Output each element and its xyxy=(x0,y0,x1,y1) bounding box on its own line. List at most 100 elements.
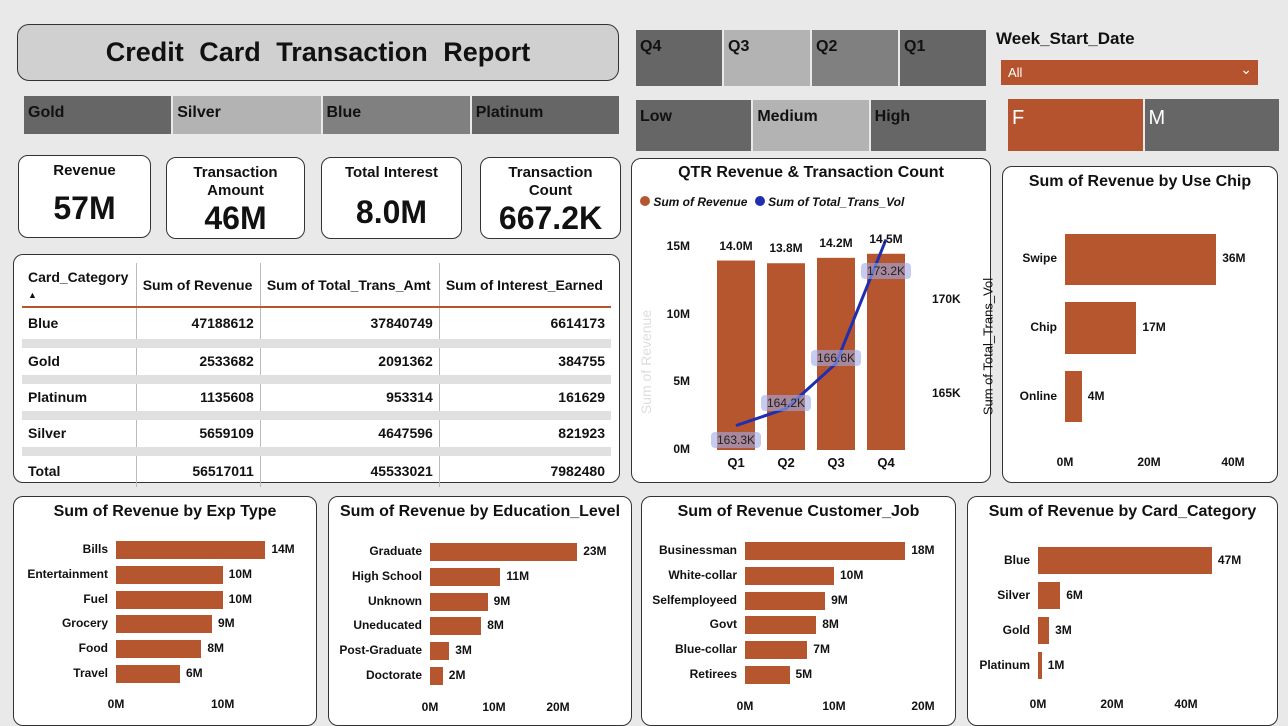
slicer-option-low[interactable]: Low xyxy=(636,100,752,151)
slicer-option-q3[interactable]: Q3 xyxy=(724,30,810,86)
quarter-slicer[interactable]: Q4 Q3 Q2 Q1 xyxy=(636,30,986,86)
data-label: 2M xyxy=(448,667,466,682)
slicer-option-q1[interactable]: Q1 xyxy=(900,30,986,86)
table-cell: 6614173 xyxy=(438,307,611,348)
bar[interactable] xyxy=(745,665,790,684)
x-tick-label: 0M xyxy=(1029,697,1047,711)
table-row: Blue 47188612 37840749 6614173 xyxy=(22,307,611,348)
bar[interactable] xyxy=(745,616,817,635)
data-label: 3M xyxy=(1055,622,1072,637)
slicer-option-high[interactable]: High xyxy=(870,100,986,151)
bar[interactable] xyxy=(430,568,501,586)
bar[interactable] xyxy=(1038,546,1212,575)
data-label: 8M xyxy=(822,617,839,632)
data-label: 17M xyxy=(1142,320,1166,334)
bar[interactable] xyxy=(116,590,223,609)
table-cell: 1135608 xyxy=(135,379,261,420)
bar[interactable] xyxy=(1038,651,1042,680)
table-cell: 953314 xyxy=(259,379,440,420)
slicer-option-blue[interactable]: Blue xyxy=(322,96,470,134)
chart-title: Sum of Revenue by Education_Level xyxy=(339,503,621,520)
bar[interactable] xyxy=(430,666,443,685)
column-header[interactable]: Sum of Total_Trans_Amt xyxy=(259,263,440,308)
bar[interactable] xyxy=(116,566,223,584)
bar[interactable] xyxy=(745,542,906,561)
kpi-transaction-count: Transaction Count 667.2K xyxy=(480,157,621,239)
bar[interactable] xyxy=(745,567,834,585)
slicer-option-platinum[interactable]: Platinum xyxy=(471,96,619,134)
bar[interactable] xyxy=(116,640,202,658)
revenue-by-use-chip-chart: Sum of Revenue by Use Chip Swipe 36M Chip 1… xyxy=(1002,166,1278,483)
trans-vol-data-label: 164.2K xyxy=(761,394,811,411)
bar[interactable] xyxy=(430,617,482,636)
slicer-option-q2[interactable]: Q2 xyxy=(812,30,898,86)
income-slicer[interactable]: Low Medium High xyxy=(636,100,986,151)
week-filter-dropdown[interactable]: All ⌄ xyxy=(1001,60,1258,85)
data-label: 14M xyxy=(271,542,295,557)
category-label: Retirees xyxy=(689,666,737,681)
y-tick-label: 5M xyxy=(673,374,690,389)
column-header[interactable]: Card_Category ▲ xyxy=(22,263,137,308)
trans-vol-line[interactable] xyxy=(735,238,888,427)
y2-tick-label: 170K xyxy=(932,291,961,306)
slicer-option-silver[interactable]: Silver xyxy=(173,96,321,134)
y-tick-label: 15M xyxy=(666,239,690,253)
card-category-table: Card_Category ▲ Sum of Revenue Sum of Tot… xyxy=(13,254,620,487)
revenue-bar[interactable] xyxy=(717,260,755,450)
bar[interactable] xyxy=(116,541,266,560)
x-tick-label: Q1 xyxy=(727,455,745,470)
bar[interactable] xyxy=(1065,370,1082,423)
bar[interactable] xyxy=(1038,581,1061,610)
chart-title: Sum of Revenue by Exp Type xyxy=(53,503,277,520)
table-cell: 5659109 xyxy=(135,415,261,456)
category-label: Selfemployeed xyxy=(652,592,737,607)
kpi-value: 667.2K xyxy=(498,200,603,236)
category-label: Swipe xyxy=(1022,251,1057,266)
x-tick-label: 40M xyxy=(1221,455,1245,469)
table-cell: 821923 xyxy=(438,415,611,456)
card-category-slicer[interactable]: Gold Silver Blue Platinum xyxy=(24,96,619,134)
bar[interactable] xyxy=(430,642,450,660)
kpi-value: 46M xyxy=(204,200,267,236)
column-header[interactable]: Sum of Interest_Earned xyxy=(438,263,611,308)
trans-vol-data-label: 173.2K xyxy=(861,263,911,280)
bar[interactable] xyxy=(1065,302,1137,354)
bar[interactable] xyxy=(745,591,826,610)
data-label: 6M xyxy=(186,665,203,680)
revenue-bar[interactable] xyxy=(767,263,805,450)
category-label: Blue xyxy=(1003,552,1030,567)
data-label: 23M xyxy=(583,544,607,559)
revenue-data-label: 14.5M xyxy=(869,231,903,246)
x-tick-label: 10M xyxy=(822,699,846,713)
bar[interactable] xyxy=(430,592,488,611)
bar[interactable] xyxy=(116,615,212,634)
slicer-option-f[interactable]: F xyxy=(1008,99,1143,151)
category-label: Blue-collar xyxy=(674,642,737,656)
bar[interactable] xyxy=(430,543,578,562)
report-title: Credit Card Transaction Report xyxy=(17,24,619,81)
bar[interactable] xyxy=(116,664,180,683)
x-tick-label: 10M xyxy=(482,700,506,714)
revenue-by-education-chart: Sum of Revenue by Education_Level Gradua… xyxy=(328,496,632,726)
bar[interactable] xyxy=(1038,616,1050,645)
slicer-option-m[interactable]: M xyxy=(1144,99,1279,151)
category-label: Grocery xyxy=(61,616,108,631)
y-tick-label: 0M xyxy=(673,442,690,456)
column-header[interactable]: Sum of Revenue xyxy=(135,263,261,308)
bar[interactable] xyxy=(1065,233,1217,286)
bar[interactable] xyxy=(745,641,808,659)
data-label: 10M xyxy=(228,567,252,581)
category-label: Post-Graduate xyxy=(339,643,422,657)
category-label: Online xyxy=(1019,388,1057,403)
combo-plot xyxy=(717,238,905,450)
data-label: 1M xyxy=(1047,657,1065,672)
slicer-option-gold[interactable]: Gold xyxy=(24,96,172,134)
slicer-option-medium[interactable]: Medium xyxy=(753,100,869,151)
kpi-value: 8.0M xyxy=(355,194,428,230)
kpi-total-interest: Total Interest 8.0M xyxy=(321,157,462,239)
slicer-option-q4[interactable]: Q4 xyxy=(636,30,722,86)
chart-title: Sum of Revenue by Use Chip xyxy=(1028,173,1252,190)
data-label: 6M xyxy=(1066,587,1083,602)
revenue-bar[interactable] xyxy=(867,253,905,450)
